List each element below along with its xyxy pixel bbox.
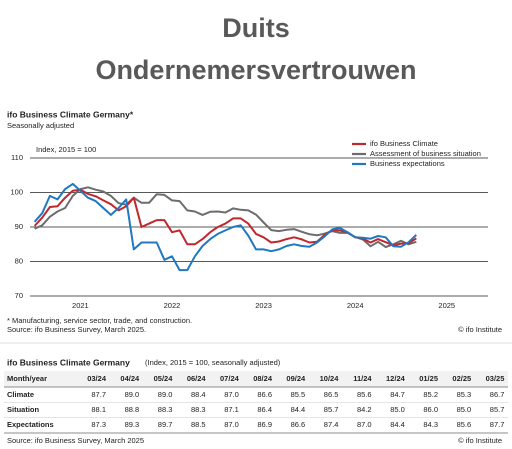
table-cell: 87.0 (357, 420, 372, 429)
credit: © ifo Institute (458, 325, 502, 334)
table-header: 04/24 (120, 374, 140, 383)
table-cell: 89.3 (125, 420, 140, 429)
legend-label: ifo Business Climate (370, 139, 438, 148)
footnote: * Manufacturing, service sector, trade, … (7, 316, 192, 325)
legend-label: Assessment of business situation (370, 149, 481, 158)
x-tick-label: 2022 (164, 301, 181, 310)
chart-subtitle: Seasonally adjusted (7, 121, 74, 130)
table-row-label: Situation (7, 405, 39, 414)
table-cell: 89.7 (158, 420, 173, 429)
table-cell: 89.0 (125, 390, 140, 399)
table-cell: 88.1 (91, 405, 106, 414)
table-cell: 86.4 (257, 405, 272, 414)
table-row-label: Expectations (7, 420, 54, 429)
table-cell: 89.0 (158, 390, 173, 399)
table-cell: 84.3 (423, 420, 438, 429)
table-cell: 86.9 (257, 420, 272, 429)
table-cell: 87.0 (224, 390, 239, 399)
y-tick-label: 110 (11, 153, 23, 162)
x-tick-label: 2023 (255, 301, 272, 310)
table-cell: 85.2 (423, 390, 438, 399)
table-cell: 87.7 (490, 420, 505, 429)
table-header: 09/24 (286, 374, 306, 383)
table-cell: 85.3 (457, 390, 472, 399)
table-cell: 84.4 (291, 405, 306, 414)
y-tick-label: 100 (10, 187, 23, 196)
table-cell: 85.7 (324, 405, 339, 414)
table-header: 07/24 (220, 374, 240, 383)
table-cell: 85.0 (390, 405, 405, 414)
legend-label: Business expectations (370, 159, 445, 168)
page-title: Duits (222, 13, 290, 43)
table-cell: 88.3 (158, 405, 173, 414)
table-header: 01/25 (419, 374, 438, 383)
table-header: 02/25 (452, 374, 471, 383)
table-credit: © ifo Institute (458, 436, 502, 445)
x-tick-label: 2024 (347, 301, 364, 310)
page-title: Ondernemersvertrouwen (95, 55, 416, 85)
table-cell: 85.0 (457, 405, 472, 414)
table-cell: 87.0 (224, 420, 239, 429)
series-line (33, 182, 417, 272)
table-cell: 88.8 (125, 405, 140, 414)
table-cell: 85.7 (490, 405, 505, 414)
y-tick-label: 80 (15, 256, 23, 265)
table-row-label: Climate (7, 390, 34, 399)
table-cell: 87.3 (91, 420, 106, 429)
table-cell: 85.6 (457, 420, 472, 429)
table-source: Source: ifo Business Survey, March 2025 (7, 436, 144, 445)
table-subtitle: (Index, 2015 = 100, seasonally adjusted) (145, 358, 281, 367)
table-cell: 84.7 (390, 390, 405, 399)
table-cell: 86.5 (324, 390, 339, 399)
table-header: 08/24 (253, 374, 273, 383)
table-header: 06/24 (187, 374, 207, 383)
table-cell: 88.5 (191, 420, 206, 429)
table-cell: 86.6 (257, 390, 272, 399)
chart-title: ifo Business Climate Germany* (7, 109, 134, 119)
table-header: 05/24 (154, 374, 174, 383)
y-axis-label: Index, 2015 = 100 (36, 145, 96, 154)
table-cell: 88.4 (191, 390, 206, 399)
table-cell: 86.0 (423, 405, 438, 414)
table-cell: 87.7 (91, 390, 106, 399)
y-tick-label: 70 (15, 291, 23, 300)
table-cell: 85.6 (357, 390, 372, 399)
table-header: 10/24 (320, 374, 340, 383)
y-tick-label: 90 (15, 222, 23, 231)
table-header: 03/24 (87, 374, 107, 383)
table-cell: 86.6 (291, 420, 306, 429)
x-tick-label: 2025 (438, 301, 455, 310)
table-title: ifo Business Climate Germany (7, 357, 130, 367)
table-cell: 88.3 (191, 405, 206, 414)
source: Source: ifo Business Survey, March 2025. (7, 325, 146, 334)
table-cell: 84.2 (357, 405, 372, 414)
table-header-bg (4, 371, 508, 387)
table-cell: 86.7 (490, 390, 505, 399)
x-tick-label: 2021 (72, 301, 89, 310)
table-cell: 87.1 (224, 405, 239, 414)
table-header: 12/24 (386, 374, 406, 383)
table-header: 03/25 (486, 374, 505, 383)
table-header: 11/24 (353, 374, 372, 383)
table-header: Month/year (7, 374, 47, 383)
table-cell: 84.4 (390, 420, 405, 429)
table-cell: 85.5 (291, 390, 306, 399)
table-cell: 87.4 (324, 420, 339, 429)
